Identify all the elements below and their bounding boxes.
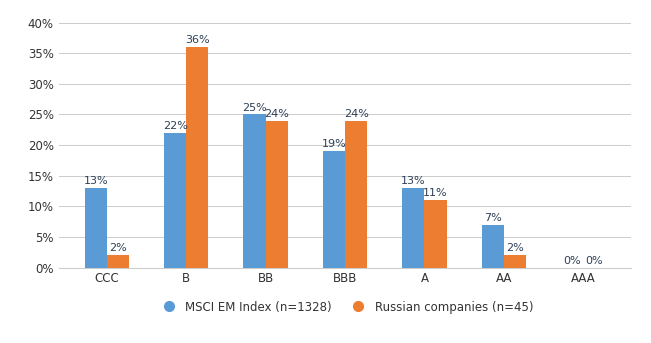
Text: 22%: 22% xyxy=(163,121,187,131)
Bar xyxy=(243,115,266,268)
Text: 36%: 36% xyxy=(185,35,210,45)
Bar xyxy=(402,188,424,268)
Text: 2%: 2% xyxy=(109,244,127,253)
Bar xyxy=(424,200,447,268)
Bar xyxy=(266,120,288,268)
Text: 24%: 24% xyxy=(264,109,289,119)
Bar xyxy=(345,120,367,268)
Text: 7%: 7% xyxy=(484,213,501,223)
Text: 2%: 2% xyxy=(506,244,524,253)
Text: 24%: 24% xyxy=(344,109,368,119)
Bar xyxy=(85,188,107,268)
Text: 13%: 13% xyxy=(401,176,426,186)
Bar xyxy=(323,151,345,268)
Text: 19%: 19% xyxy=(322,139,346,149)
Text: 0%: 0% xyxy=(563,256,581,266)
Bar xyxy=(107,255,129,268)
Bar xyxy=(504,255,526,268)
Bar xyxy=(164,133,186,268)
Text: 0%: 0% xyxy=(585,256,603,266)
Legend: MSCI EM Index (n=1328), Russian companies (n=45): MSCI EM Index (n=1328), Russian companie… xyxy=(152,296,538,318)
Text: 13%: 13% xyxy=(83,176,108,186)
Bar xyxy=(186,47,208,268)
Bar xyxy=(482,225,504,268)
Text: 25%: 25% xyxy=(242,103,267,113)
Text: 11%: 11% xyxy=(423,188,448,198)
